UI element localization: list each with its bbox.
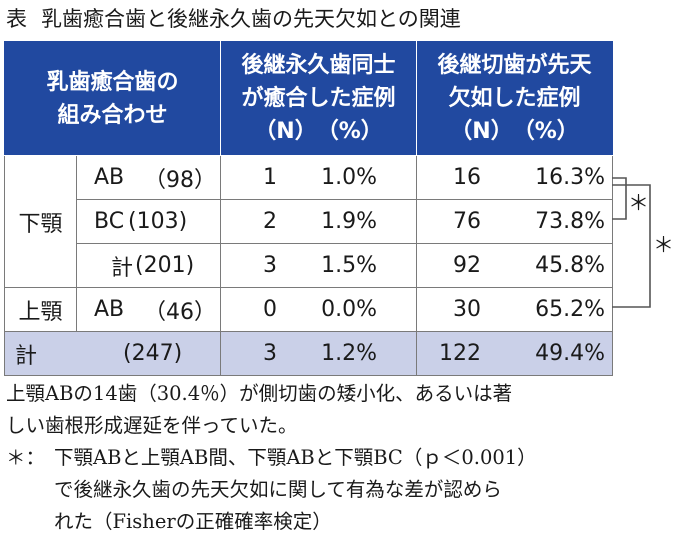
footnote-mark: ＊： [6, 446, 46, 469]
absent-cell: 16 16.3% [416, 155, 614, 200]
inner-significance-mark: ＊ [628, 191, 649, 215]
header-combination: 乳歯癒合歯の 組み合わせ [3, 41, 222, 156]
fused-cell: 2 1.9% [220, 199, 418, 244]
group-upper-jaw: 上顎 [4, 287, 77, 332]
header-fused-cases: 後継永久歯同士 が癒合した症例 （N） （%） [220, 41, 418, 156]
table-title: 表乳歯癒合歯と後継永久歯の先天欠如との関連 [6, 2, 461, 36]
combination-cell: 計 (201) [75, 243, 222, 288]
header-row: 乳歯癒合歯の 組み合わせ 後継永久歯同士 が癒合した症例 （N） （%） 後継切… [3, 41, 614, 156]
inner-bracket [612, 177, 627, 220]
fused-cell: 0 0.0% [220, 287, 418, 332]
note-line: 上顎ABの14歯（30.4％）が側切歯の矮小化、あるいは著 [6, 382, 513, 405]
table-row: 下顎 AB （98） 1 1.0% 16 16.3% [4, 155, 614, 288]
total-row: 計 (247) 3 1.2% 122 49.4% [3, 331, 614, 376]
table-caption: 乳歯癒合歯と後継永久歯の先天欠如との関連 [41, 7, 461, 31]
header-absent-cases: 後継切歯が先天 欠如した症例 （N） （%） [416, 41, 614, 156]
note-line: しい歯根形成遅延を伴っていた。 [6, 414, 298, 437]
footnote-line: れた（Fisherの正確確率検定） [54, 510, 332, 533]
table-row: 計 (201) 3 1.5% 92 45.8% [5, 243, 614, 288]
table-notes: 上顎ABの14歯（30.4％）が側切歯の矮小化、あるいは著 しい歯根形成遅延を伴… [6, 378, 686, 538]
total-label-cell: 計 (247) [3, 331, 222, 376]
table-label: 表 [6, 7, 27, 31]
absent-cell: 30 65.2% [416, 287, 614, 332]
total-fused-cell: 3 1.2% [220, 331, 418, 376]
table-row: BC (103) 2 1.9% 76 73.8% [5, 199, 614, 244]
group-lower-jaw: 下顎 [4, 155, 77, 288]
absent-cell: 76 73.8% [416, 199, 614, 244]
fused-cell: 3 1.5% [220, 243, 418, 288]
outer-bracket [612, 184, 651, 308]
combination-cell: AB （46） [75, 287, 222, 332]
association-table: 乳歯癒合歯の 組み合わせ 後継永久歯同士 が癒合した症例 （N） （%） 後継切… [3, 41, 614, 376]
table-row: 上顎 AB （46） 0 0.0% 30 65.2% [4, 287, 614, 332]
footnote-line: 下顎ABと上顎AB間、下顎ABと下顎BC（ｐ＜0.001） [54, 446, 537, 469]
footnote-line: で後継永久歯の先天欠如に関して有為な差が認めら [54, 478, 502, 501]
fused-cell: 1 1.0% [220, 155, 418, 200]
footnote: ＊： 下顎ABと上顎AB間、下顎ABと下顎BC（ｐ＜0.001） で後継永久歯の… [6, 442, 686, 538]
total-absent-cell: 122 49.4% [416, 331, 614, 376]
combination-cell: BC (103) [75, 199, 222, 244]
outer-significance-mark: ＊ [653, 233, 674, 257]
absent-cell: 92 45.8% [416, 243, 614, 288]
combination-cell: AB （98） [75, 155, 222, 200]
